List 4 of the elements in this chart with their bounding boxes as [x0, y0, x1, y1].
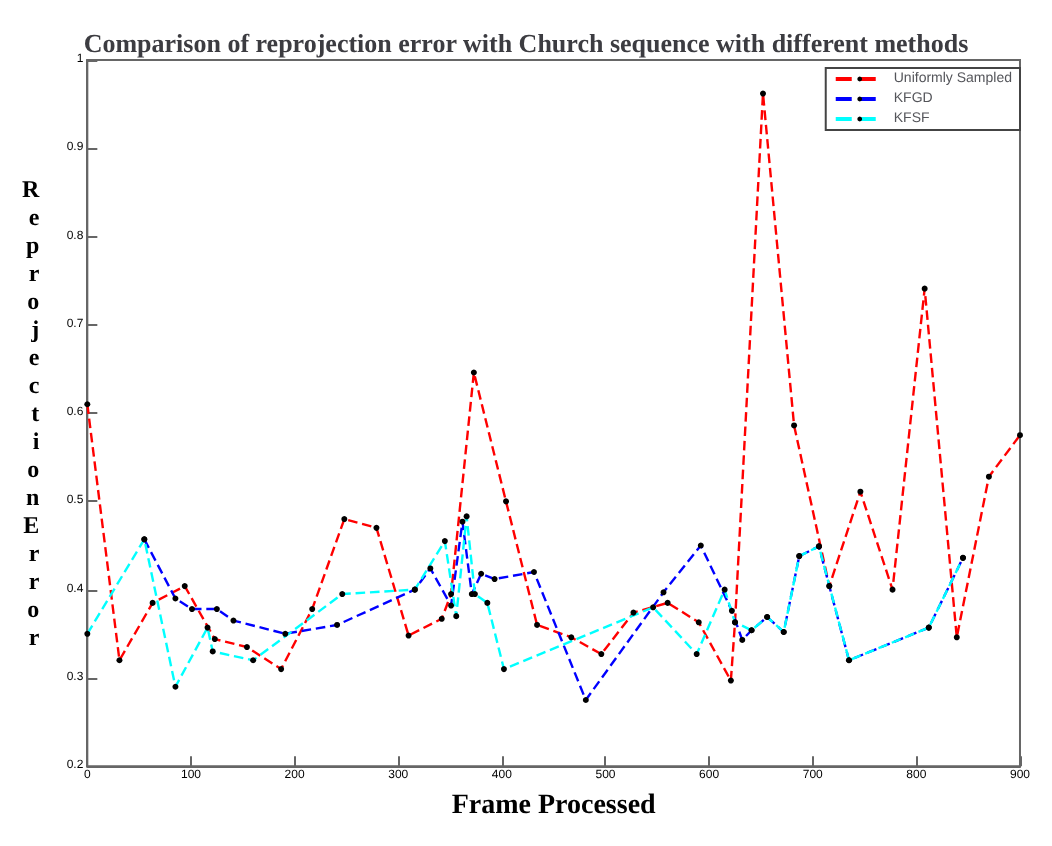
x-axis-title: Frame Processed [451, 791, 657, 821]
line-series [84, 90, 1023, 684]
text: Reprojection Error [21, 175, 40, 652]
chart-title: Comparison of reprojection error with Church sequence with different methods [83, 28, 969, 58]
